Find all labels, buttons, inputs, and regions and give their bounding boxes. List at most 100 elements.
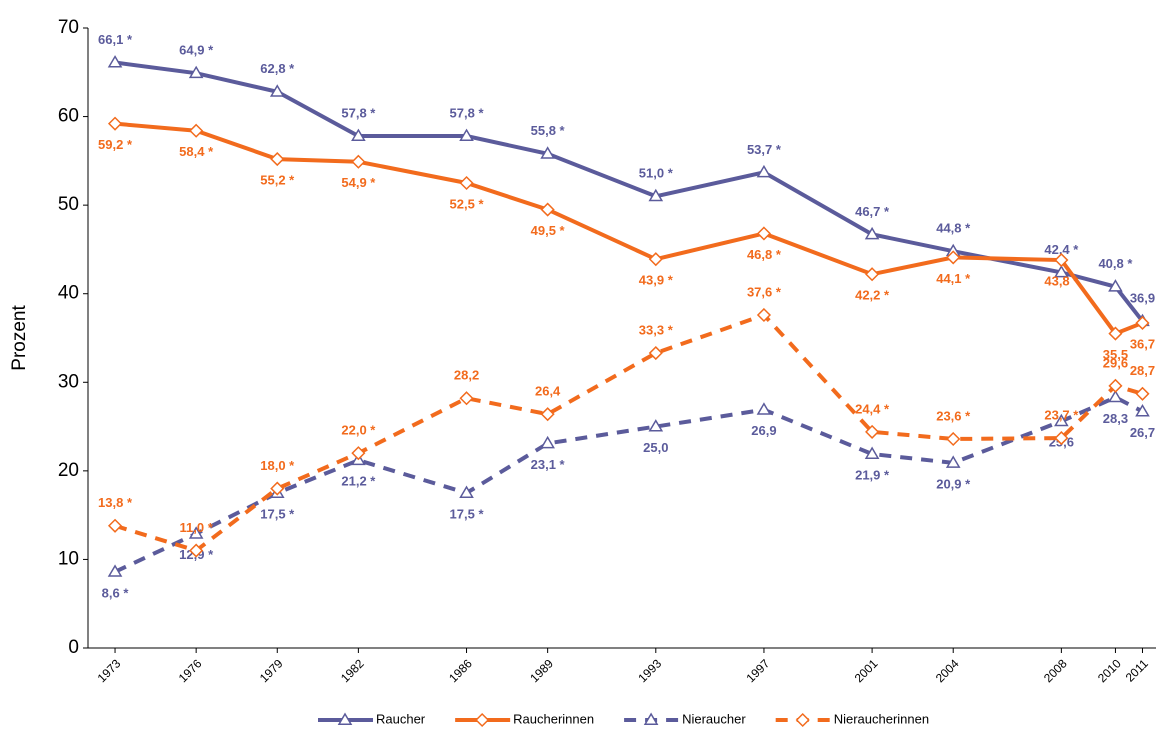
data-label: 23,7 * <box>1044 408 1079 423</box>
data-label: 43,8 * <box>1044 273 1079 288</box>
data-label: 52,5 * <box>450 196 485 211</box>
marker <box>648 345 663 361</box>
x-tick-label: 1997 <box>744 656 773 685</box>
data-label: 13,8 * <box>98 495 133 510</box>
legend-marker <box>337 712 353 725</box>
x-tick-label: 2008 <box>1041 656 1070 685</box>
marker <box>107 116 123 131</box>
marker <box>107 55 123 68</box>
data-label: 33,3 * <box>639 322 674 337</box>
marker <box>756 226 772 241</box>
marker <box>351 128 366 142</box>
marker <box>864 446 880 459</box>
data-label: 17,5 * <box>260 506 295 521</box>
y-tick-label: 40 <box>58 283 79 304</box>
data-label: 17,5 * <box>450 506 485 521</box>
data-label: 44,8 * <box>936 221 971 236</box>
x-tick-label: 2010 <box>1095 656 1124 685</box>
marker <box>540 202 555 217</box>
x-tick-label: 1993 <box>635 656 664 685</box>
marker <box>188 65 204 79</box>
marker <box>107 564 123 577</box>
marker <box>756 402 772 415</box>
marker <box>946 250 961 265</box>
data-label: 20,9 * <box>936 476 971 491</box>
marker <box>1135 404 1150 417</box>
data-label: 36,7 <box>1130 336 1155 351</box>
marker <box>1108 279 1123 292</box>
data-label: 36,9 <box>1130 291 1155 306</box>
data-label: 18,0 * <box>260 458 295 473</box>
data-label: 26,4 <box>535 384 561 399</box>
data-label: 37,6 * <box>747 284 782 299</box>
y-tick-label: 0 <box>68 637 79 658</box>
data-label: 55,2 * <box>260 173 295 188</box>
marker <box>1135 386 1150 401</box>
marker <box>756 164 772 178</box>
data-label: 44,1 * <box>936 271 971 286</box>
x-tick-label: 1979 <box>257 656 286 685</box>
data-label: 59,2 * <box>98 137 133 152</box>
data-label: 46,8 * <box>747 247 782 262</box>
y-tick-label: 70 <box>58 17 79 38</box>
marker <box>351 154 366 169</box>
marker <box>459 175 474 191</box>
marker <box>1054 264 1069 278</box>
data-label: 42,2 * <box>855 288 890 303</box>
x-tick-label: 2004 <box>933 656 962 685</box>
data-label: 55,8 * <box>531 123 566 138</box>
data-label: 29,6 <box>1103 355 1128 370</box>
data-label: 57,8 * <box>341 105 376 120</box>
marker <box>1054 252 1069 268</box>
data-label: 26,9 <box>751 423 776 438</box>
y-tick-label: 60 <box>58 106 79 127</box>
x-tick-label: 2011 <box>1123 656 1151 684</box>
data-label: 49,5 * <box>531 223 566 238</box>
marker <box>270 152 285 167</box>
marker <box>269 84 285 97</box>
y-tick-label: 10 <box>58 548 79 569</box>
y-tick-label: 20 <box>58 460 79 481</box>
marker <box>756 307 772 323</box>
marker <box>1135 315 1150 331</box>
x-tick-label: 1976 <box>176 656 205 685</box>
data-label: 24,4 * <box>855 401 890 416</box>
data-label: 25,0 <box>643 440 668 455</box>
data-label: 11,0 * <box>180 520 214 535</box>
marker <box>648 252 663 267</box>
marker <box>864 226 880 240</box>
marker <box>1054 413 1069 427</box>
data-label: 53,7 * <box>747 142 782 157</box>
x-tick-label: 1982 <box>338 656 367 685</box>
marker <box>648 188 664 202</box>
data-label: 46,7 * <box>855 204 890 219</box>
data-label: 43,9 * <box>639 273 674 288</box>
data-label: 28,3 <box>1103 411 1128 426</box>
legend-marker <box>795 712 810 728</box>
data-label: 8,6 * <box>102 585 130 600</box>
data-label: 23,1 * <box>531 457 566 472</box>
data-label: 54,9 * <box>341 175 376 190</box>
marker <box>270 481 285 496</box>
data-label: 22,0 * <box>341 423 376 438</box>
marker <box>459 485 474 498</box>
series-line <box>114 60 1145 323</box>
marker <box>459 128 474 142</box>
legend-label: Raucher <box>376 711 426 726</box>
data-label: 28,7 <box>1130 363 1155 378</box>
marker <box>1108 389 1123 403</box>
data-label: 28,2 <box>454 368 479 383</box>
marker <box>945 455 961 468</box>
marker <box>865 424 880 439</box>
data-label: 21,9 * <box>855 467 890 482</box>
marker <box>648 419 664 432</box>
data-label: 58,4 * <box>179 144 214 159</box>
data-label: 26,7 <box>1130 425 1155 440</box>
data-label: 51,0 * <box>639 166 674 181</box>
data-label: 21,2 * <box>341 474 376 489</box>
marker <box>540 435 555 449</box>
x-tick-label: 1973 <box>95 656 124 685</box>
y-tick-label: 30 <box>58 371 79 392</box>
data-label: 23,6 * <box>936 408 971 423</box>
